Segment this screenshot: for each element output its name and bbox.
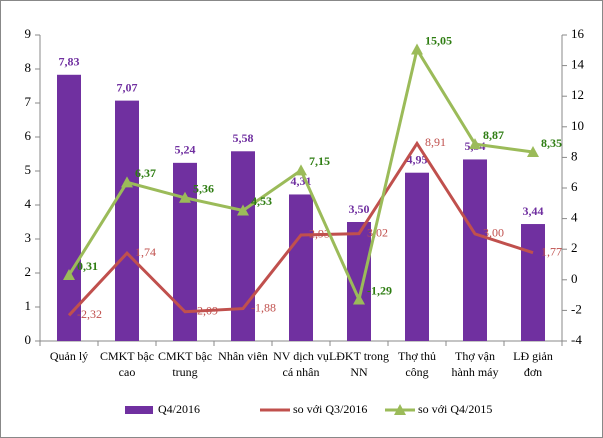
line-marker xyxy=(411,43,423,55)
line xyxy=(67,140,534,317)
bar xyxy=(57,74,81,341)
bar-value-label: 3,50 xyxy=(349,202,370,216)
line-value-label: -2,09 xyxy=(193,304,218,318)
y-tick-label: 1 xyxy=(25,298,32,313)
legend-swatch xyxy=(125,406,153,414)
bar xyxy=(521,224,545,341)
bar xyxy=(463,159,487,341)
line-value-label: -2,32 xyxy=(77,307,102,321)
bar xyxy=(405,172,429,341)
line-value-label: 1,77 xyxy=(541,244,562,258)
y2-tick-label: -2 xyxy=(571,301,582,316)
line-value-label: -1,29 xyxy=(367,283,392,297)
line-value-label: 2,93 xyxy=(309,227,330,241)
legend-label: Q4/2016 xyxy=(158,402,200,416)
y-tick-label: 2 xyxy=(25,264,32,279)
x-tick-label: CMKT bậc cao xyxy=(100,349,154,379)
y2-tick-label: 2 xyxy=(571,240,578,255)
x-tick-label: LĐ giản đơn xyxy=(513,349,553,379)
y-tick-label: 8 xyxy=(25,60,32,75)
y2-tick-label: 0 xyxy=(571,271,578,286)
legend-marker xyxy=(394,404,406,415)
y-tick-label: 3 xyxy=(25,230,32,245)
bar xyxy=(115,100,139,342)
line-value-label: 7,15 xyxy=(309,154,330,168)
y2-tick-label: -4 xyxy=(571,332,582,347)
y-tick-label: 9 xyxy=(25,26,32,41)
line-value-label: -1,88 xyxy=(251,300,276,314)
line-marker xyxy=(63,269,75,281)
line-value-label: 4,53 xyxy=(251,194,272,208)
y2-tick-label: 12 xyxy=(571,87,584,102)
line-marker xyxy=(121,176,133,188)
line-value-label: 3,02 xyxy=(367,225,388,239)
y-tick-label: 4 xyxy=(25,196,32,211)
line-value-label: 8,35 xyxy=(541,136,562,150)
y2-tick-label: 8 xyxy=(571,148,578,163)
line-value-label: 1,74 xyxy=(135,245,156,259)
y2-tick-label: 4 xyxy=(571,210,578,225)
legend-label: so với Q3/2016 xyxy=(293,402,367,416)
x-tick-label: Thợ vận hành máy xyxy=(452,349,499,379)
y2-tick-label: 14 xyxy=(571,57,585,72)
line-value-label: 0,31 xyxy=(77,259,98,273)
y2-tick-label: 10 xyxy=(571,118,584,133)
line-marker xyxy=(237,204,249,216)
x-tick-label: Thợ thủ công xyxy=(398,349,436,379)
line-marker xyxy=(295,164,307,176)
x-tick-label: LĐKT trong NN xyxy=(329,349,389,379)
line-marker xyxy=(469,138,481,150)
y-tick-label: 5 xyxy=(25,162,32,177)
line-marker xyxy=(353,293,365,305)
y-tick-label: 7 xyxy=(25,94,32,109)
line-value-label: 3,00 xyxy=(483,226,504,240)
bar-value-label: 5,24 xyxy=(175,143,196,157)
x-tick-label: Nhân viên xyxy=(218,349,268,363)
bar-value-label: 5,58 xyxy=(233,131,254,145)
line-value-label: 15,05 xyxy=(425,33,452,47)
x-tick-label: CMKT bậc trung xyxy=(158,349,212,379)
bar-value-label: 7,07 xyxy=(117,80,138,94)
y-tick-label: 0 xyxy=(25,332,32,347)
y2-tick-label: 16 xyxy=(571,26,585,41)
bar xyxy=(289,194,313,341)
line-marker xyxy=(527,146,539,158)
line-value-label: 6,37 xyxy=(135,166,156,180)
x-tick-label: NV dịch vụ cá nhân xyxy=(273,349,329,379)
legend-label: so với Q4/2015 xyxy=(418,402,492,416)
x-tick-label: Quản lý xyxy=(50,349,88,363)
y2-tick-label: 6 xyxy=(571,179,578,194)
y-tick-label: 6 xyxy=(25,128,32,143)
bar-value-label: 7,83 xyxy=(59,55,80,69)
line-marker xyxy=(179,191,191,203)
bar-value-label: 3,44 xyxy=(523,204,544,218)
line-value-label: 8,87 xyxy=(483,128,504,142)
line-value-label: 5,36 xyxy=(193,182,214,196)
line-value-label: 8,91 xyxy=(425,135,446,149)
bar-value-label: 4,95 xyxy=(407,152,428,166)
